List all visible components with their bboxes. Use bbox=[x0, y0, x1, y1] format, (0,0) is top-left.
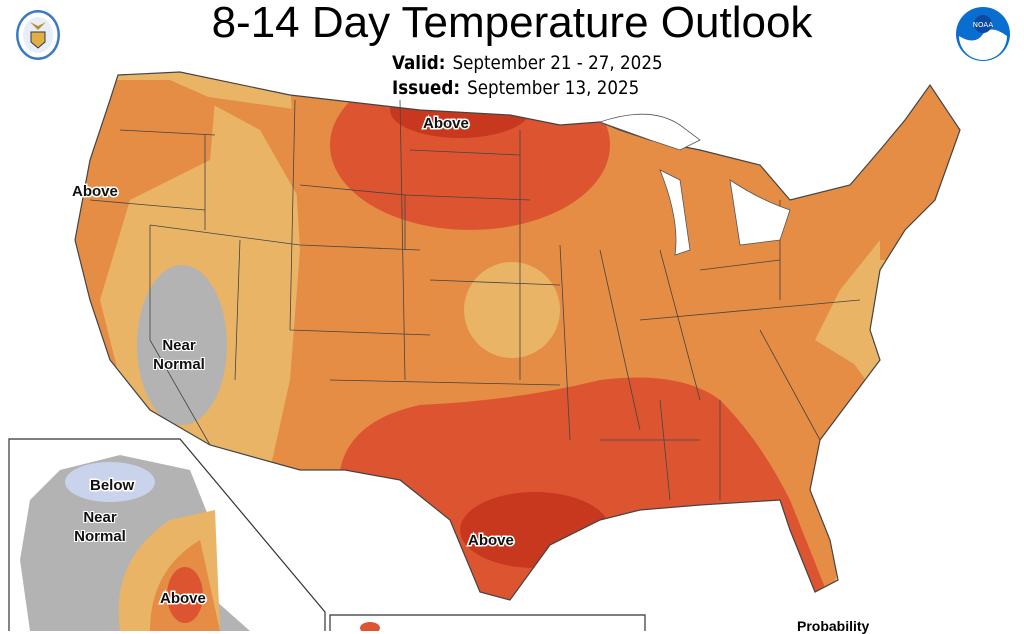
label-near-normal-alaska: Near Normal bbox=[74, 509, 126, 545]
legend-title: Probability bbox=[797, 618, 870, 634]
region-above-40-north bbox=[195, 95, 300, 200]
alaska-inset: Below Above bbox=[8, 438, 326, 631]
label-above-west: Above bbox=[72, 183, 118, 200]
region-above-50-north bbox=[330, 72, 610, 230]
region-above-40-west bbox=[75, 80, 215, 400]
issued-value: September 13, 2025 bbox=[467, 77, 640, 99]
page-title: 8-14 Day Temperature Outlook bbox=[211, 0, 813, 47]
valid-value: September 21 - 27, 2025 bbox=[452, 52, 663, 74]
valid-label: Valid: bbox=[392, 52, 446, 74]
hawaii-inset bbox=[329, 614, 646, 631]
commerce-seal-icon bbox=[16, 10, 60, 60]
region-near-normal-west bbox=[137, 265, 227, 425]
label-above-alaska: Above bbox=[160, 590, 206, 607]
issued-date: Issued: September 13, 2025 bbox=[392, 77, 639, 99]
issued-label: Issued: bbox=[392, 77, 461, 99]
valid-dates: Valid: September 21 - 27, 2025 bbox=[392, 52, 663, 74]
noaa-logo-icon: NOAA bbox=[956, 7, 1010, 61]
region-above-33-midatlantic bbox=[815, 240, 880, 380]
label-below-alaska: Below bbox=[90, 477, 135, 494]
label-above-texas: Above bbox=[468, 532, 514, 549]
label-above-north: Above bbox=[423, 115, 469, 132]
region-above-60-texas bbox=[460, 492, 610, 568]
label-near-normal-west: Near Normal bbox=[153, 337, 205, 373]
great-lakes bbox=[598, 113, 791, 256]
state-borders bbox=[89, 99, 861, 501]
noaa-text: NOAA bbox=[973, 21, 994, 29]
region-above-33-plains bbox=[464, 262, 560, 358]
